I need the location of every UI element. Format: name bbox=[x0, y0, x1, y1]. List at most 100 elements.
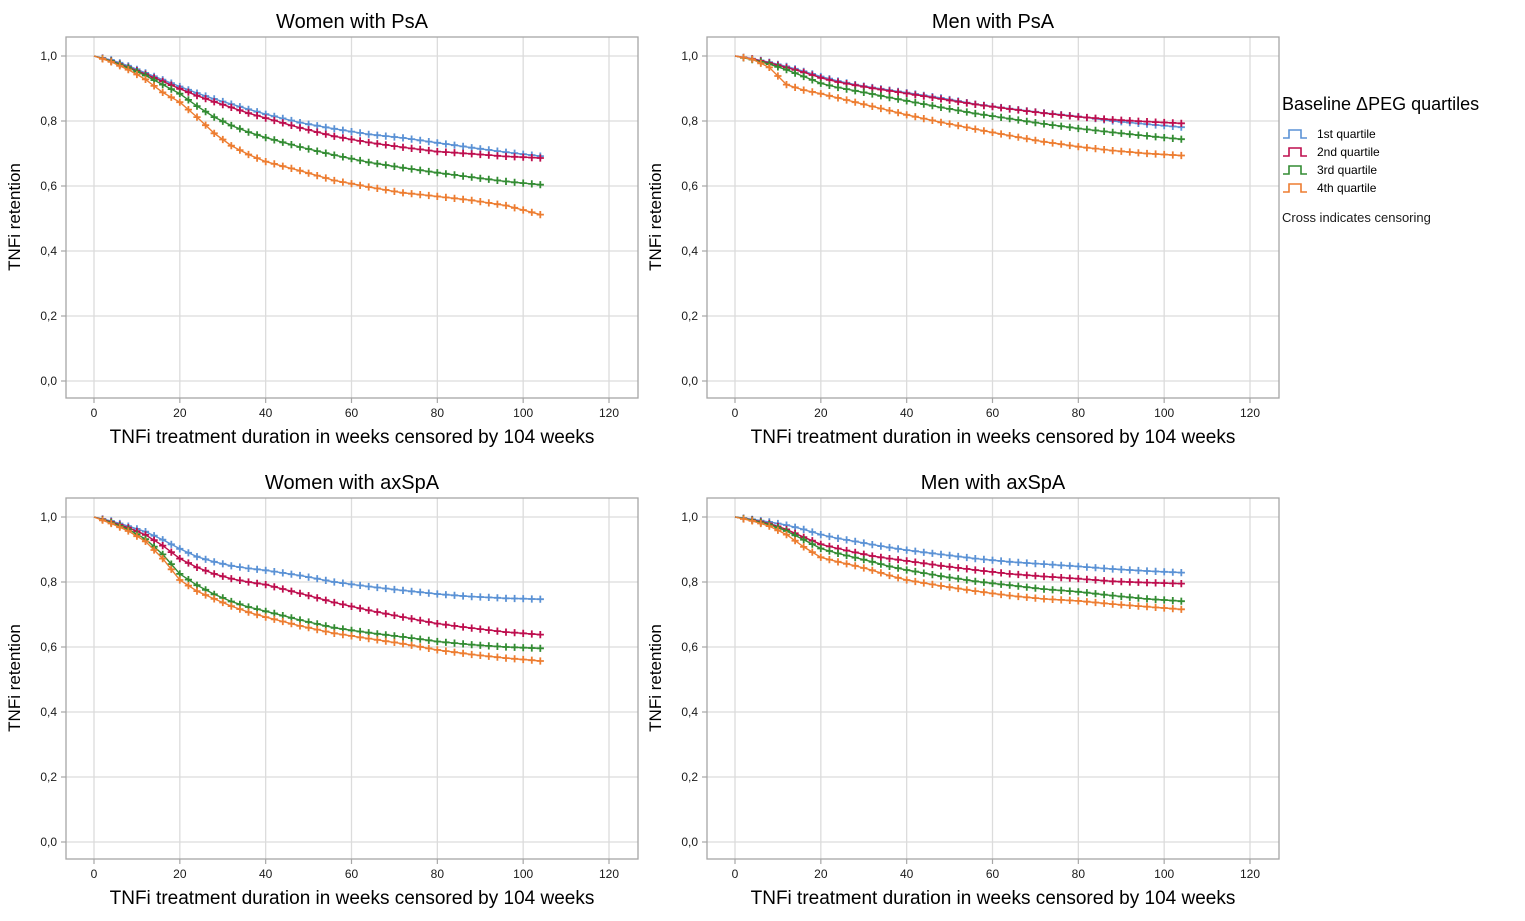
panel-men-psa: 0 20 40 60 80 100 120 1,0 0,8 0,6 0,4 0,2 0,0 Men wit… bbox=[646, 11, 1280, 448]
y-tick-label: 0,6 bbox=[681, 179, 698, 193]
y-tick-label: 1,0 bbox=[681, 510, 698, 524]
y-tick-label: 0,0 bbox=[40, 835, 57, 849]
x-tick-label: 40 bbox=[259, 406, 273, 420]
x-tick-label: 0 bbox=[91, 867, 98, 881]
y-tick-label: 0,4 bbox=[681, 705, 698, 719]
km-curve-2nd-quartile bbox=[93, 55, 541, 159]
censor-marks-2nd-quartile bbox=[99, 515, 544, 639]
km-curve-1st-quartile bbox=[93, 55, 541, 157]
x-tick-label: 100 bbox=[513, 867, 533, 881]
legend-item-1st-quartile: 1st quartile bbox=[1282, 127, 1522, 141]
x-tick-label: 40 bbox=[259, 867, 273, 881]
x-tick-label: 100 bbox=[1154, 406, 1174, 420]
y-tick-label: 0,0 bbox=[40, 374, 57, 388]
x-axis-title: TNFi treatment duration in weeks censore… bbox=[751, 427, 1236, 448]
y-tick-label: 1,0 bbox=[40, 510, 57, 524]
y-tick-label: 0,4 bbox=[40, 705, 57, 719]
y-tick-label: 0,6 bbox=[40, 640, 57, 654]
censor-marks-4th-quartile bbox=[740, 54, 1185, 160]
panel-title: Women with axSpA bbox=[265, 472, 440, 494]
panel-men-axspa: 0 20 40 60 80 100 120 1,0 0,8 0,6 0,4 0,2 0,0 Men wit… bbox=[646, 472, 1280, 909]
x-tick-label: 60 bbox=[345, 867, 359, 881]
x-tick-label: 120 bbox=[599, 406, 619, 420]
legend-item-4th-quartile: 4th quartile bbox=[1282, 181, 1522, 195]
km-curve-2nd-quartile bbox=[734, 516, 1182, 585]
censor-marks-2nd-quartile bbox=[740, 514, 1185, 588]
censor-marks-2nd-quartile bbox=[99, 54, 544, 162]
x-tick-label: 0 bbox=[732, 867, 739, 881]
y-tick-label: 0,0 bbox=[681, 835, 698, 849]
x-tick-label: 20 bbox=[814, 867, 828, 881]
censor-marks-3rd-quartile bbox=[740, 54, 1185, 143]
y-tick-label: 0,2 bbox=[681, 309, 698, 323]
x-tick-label: 20 bbox=[173, 406, 187, 420]
y-tick-label: 0,6 bbox=[681, 640, 698, 654]
legend-swatch-step-icon bbox=[1283, 147, 1307, 157]
y-axis-title: TNFi retention bbox=[646, 624, 665, 732]
x-tick-label: 0 bbox=[91, 406, 98, 420]
censor-marks-4th-quartile bbox=[740, 515, 1185, 613]
y-tick-label: 0,2 bbox=[40, 770, 57, 784]
legend-items: 1st quartile 2nd quartile 3rd quartile 4th … bbox=[1282, 127, 1522, 195]
x-tick-label: 100 bbox=[513, 406, 533, 420]
y-tick-label: 0,8 bbox=[681, 114, 698, 128]
y-tick-label: 0,2 bbox=[681, 770, 698, 784]
legend-swatch-step-icon bbox=[1283, 183, 1307, 193]
y-tick-label: 1,0 bbox=[681, 49, 698, 63]
legend-swatch-step-icon bbox=[1283, 165, 1307, 175]
legend-item-label: 2nd quartile bbox=[1317, 145, 1380, 159]
y-axis-title: TNFi retention bbox=[5, 163, 24, 271]
y-tick-label: 0,8 bbox=[681, 575, 698, 589]
x-tick-label: 60 bbox=[986, 406, 1000, 420]
x-tick-label: 80 bbox=[431, 406, 445, 420]
panel-women-psa: 0 20 40 60 80 100 120 1,0 0,8 0,6 0,4 0,2 0,0 Women w… bbox=[5, 11, 639, 448]
censor-marks-1st-quartile bbox=[740, 514, 1185, 577]
x-tick-label: 40 bbox=[900, 867, 914, 881]
y-tick-label: 0,4 bbox=[40, 244, 57, 258]
x-tick-label: 80 bbox=[1072, 867, 1086, 881]
y-tick-label: 0,8 bbox=[40, 575, 57, 589]
panel-women-axspa: 0 20 40 60 80 100 120 1,0 0,8 0,6 0,4 0,2 0,0 Women w… bbox=[5, 472, 639, 909]
censor-marks-3rd-quartile bbox=[740, 515, 1185, 605]
legend-title: Baseline ΔPEG quartiles bbox=[1282, 94, 1480, 114]
legend-item-2nd-quartile: 2nd quartile bbox=[1282, 145, 1522, 159]
x-tick-label: 20 bbox=[814, 406, 828, 420]
x-tick-label: 0 bbox=[732, 406, 739, 420]
x-axis-title: TNFi treatment duration in weeks censore… bbox=[110, 427, 595, 448]
x-tick-label: 100 bbox=[1154, 867, 1174, 881]
y-axis-title: TNFi retention bbox=[5, 624, 24, 732]
y-tick-label: 0,8 bbox=[40, 114, 57, 128]
x-tick-label: 60 bbox=[345, 406, 359, 420]
legend: Baseline ΔPEG quartiles 1st quartile 2nd … bbox=[1282, 94, 1522, 225]
censor-marks-4th-quartile bbox=[99, 516, 544, 665]
panel-title: Men with PsA bbox=[932, 11, 1055, 33]
censor-marks-1st-quartile bbox=[740, 53, 1185, 131]
x-tick-label: 80 bbox=[1072, 406, 1086, 420]
x-axis-title: TNFi treatment duration in weeks censore… bbox=[751, 888, 1236, 909]
y-tick-label: 0,0 bbox=[681, 374, 698, 388]
legend-note: Cross indicates censoring bbox=[1282, 210, 1431, 225]
x-tick-label: 120 bbox=[599, 867, 619, 881]
legend-item-label: 3rd quartile bbox=[1317, 163, 1378, 177]
y-tick-label: 1,0 bbox=[40, 49, 57, 63]
km-curve-1st-quartile bbox=[734, 55, 1182, 128]
x-tick-label: 20 bbox=[173, 867, 187, 881]
x-tick-label: 40 bbox=[900, 406, 914, 420]
y-tick-label: 0,6 bbox=[40, 179, 57, 193]
x-tick-label: 120 bbox=[1240, 867, 1260, 881]
censor-marks-4th-quartile bbox=[99, 55, 544, 219]
x-tick-label: 120 bbox=[1240, 406, 1260, 420]
legend-swatch-step-icon bbox=[1283, 129, 1307, 139]
legend-item-3rd-quartile: 3rd quartile bbox=[1282, 163, 1522, 177]
panel-title: Men with axSpA bbox=[921, 472, 1066, 494]
panel-title: Women with PsA bbox=[276, 11, 429, 33]
legend-item-label: 1st quartile bbox=[1317, 127, 1376, 141]
censor-marks-1st-quartile bbox=[99, 54, 544, 160]
x-tick-label: 80 bbox=[431, 867, 445, 881]
legend-item-label: 4th quartile bbox=[1317, 181, 1377, 195]
y-axis-title: TNFi retention bbox=[646, 163, 665, 271]
y-tick-label: 0,4 bbox=[681, 244, 698, 258]
y-tick-label: 0,2 bbox=[40, 309, 57, 323]
censor-marks-3rd-quartile bbox=[99, 516, 544, 652]
x-axis-title: TNFi treatment duration in weeks censore… bbox=[110, 888, 595, 909]
